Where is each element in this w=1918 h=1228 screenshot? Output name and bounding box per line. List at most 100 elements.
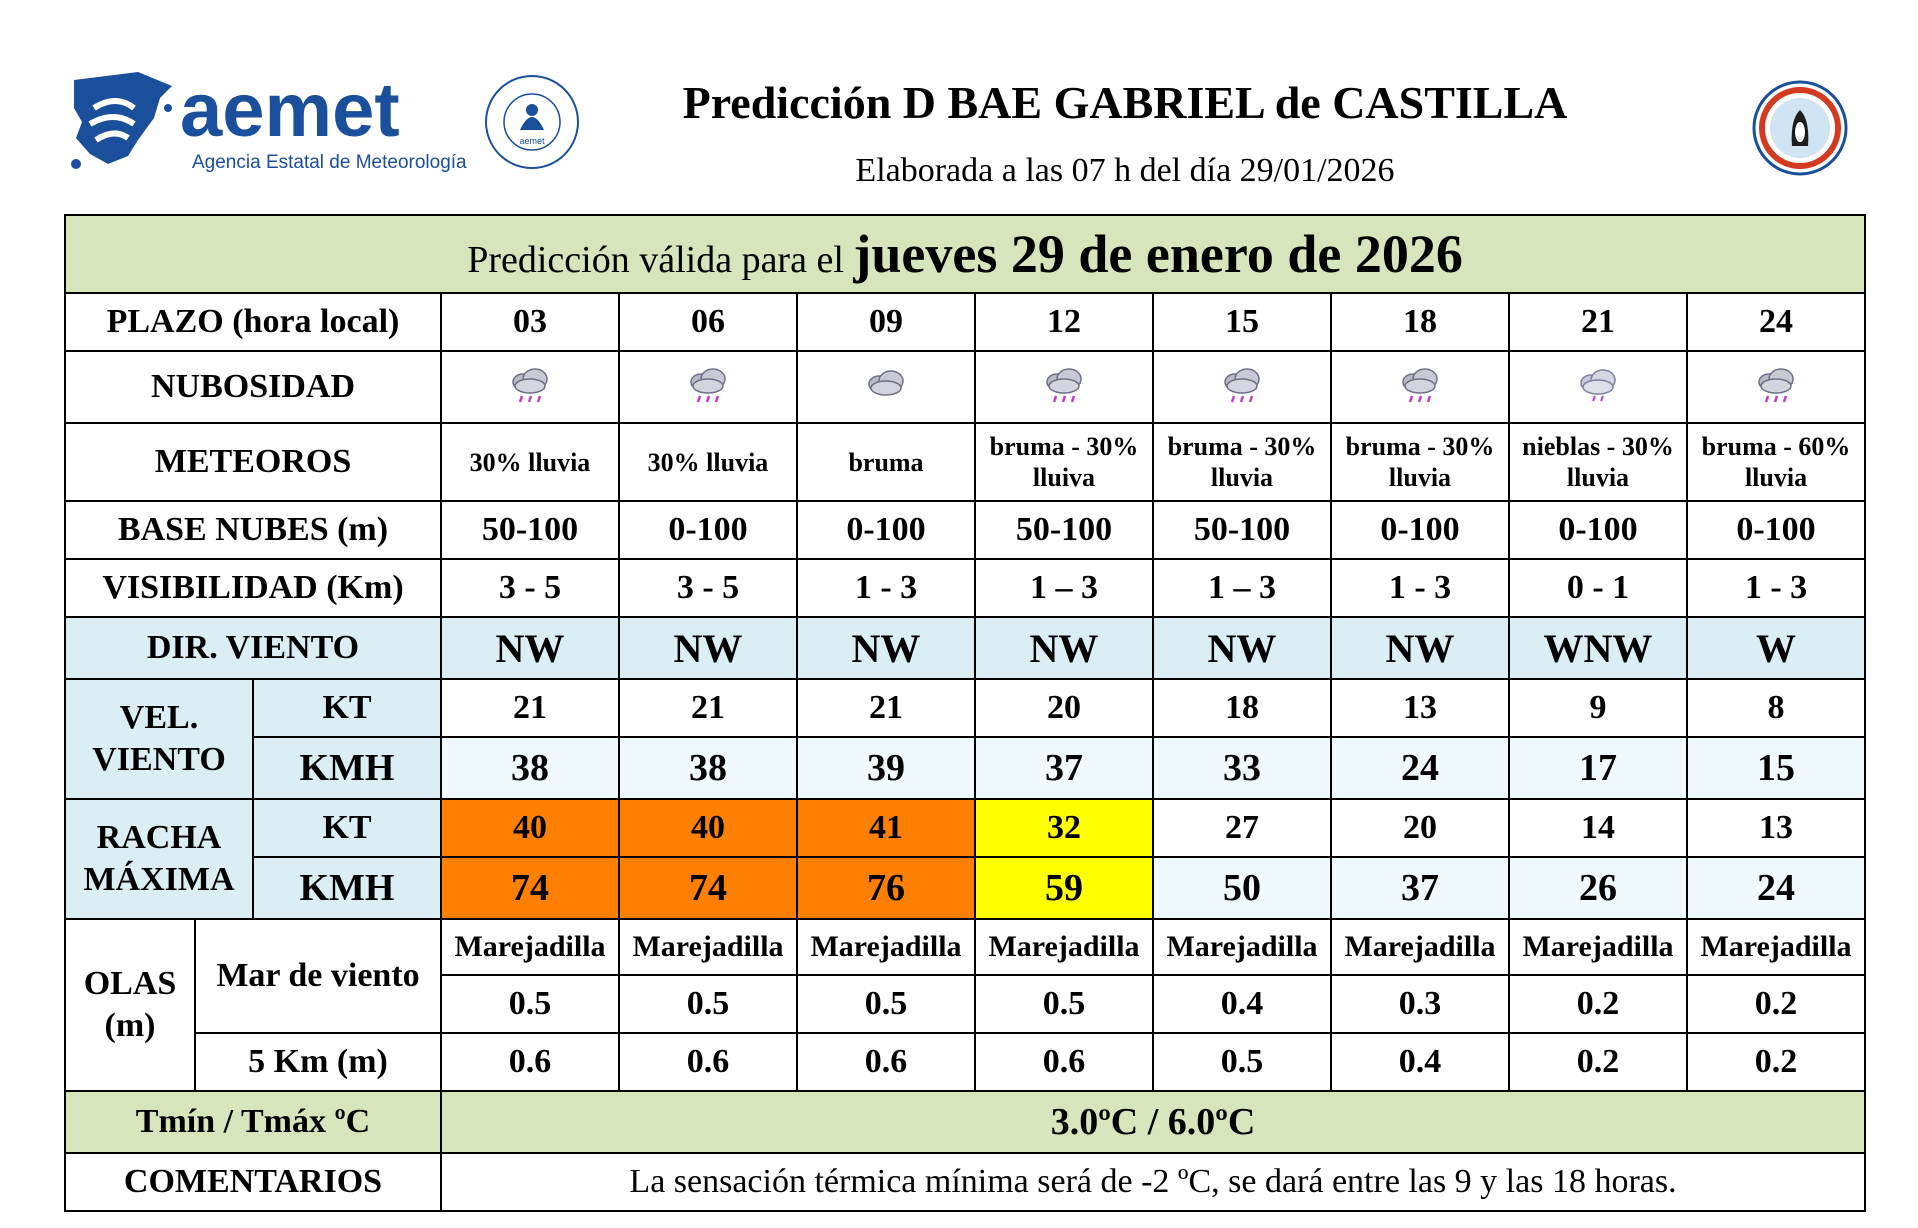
cloud-rain-icon bbox=[1046, 367, 1082, 402]
base-nubes-cell: 0-100 bbox=[1330, 500, 1510, 560]
visibilidad-cell: 1 - 3 bbox=[1685, 558, 1867, 618]
racha-kt-cell: 40 bbox=[440, 798, 620, 858]
racha-kmh-cell: 74 bbox=[618, 856, 798, 920]
temperature-value: 3.0ºC / 6.0ºC bbox=[439, 1090, 1867, 1154]
visibilidad-cell: 3 - 5 bbox=[440, 558, 620, 618]
cloud-rain-icon bbox=[1402, 367, 1438, 402]
visibilidad-cell: 1 – 3 bbox=[1152, 558, 1332, 618]
vel-kmh-cell: 15 bbox=[1685, 736, 1867, 800]
vel-kt-cell: 20 bbox=[974, 678, 1154, 738]
visibilidad-cell: 0 - 1 bbox=[1508, 558, 1688, 618]
comentarios-label: COMENTARIOS bbox=[64, 1152, 442, 1212]
racha-kt-cell: 41 bbox=[796, 798, 976, 858]
racha-kmh-cell: 37 bbox=[1330, 856, 1510, 920]
plazo-row: PLAZO (hora local) 03 06 09 12 15 18 21 … bbox=[64, 292, 1867, 352]
base-nubes-cell: 0-100 bbox=[1685, 500, 1867, 560]
mar-state-cell: Marejadilla bbox=[618, 918, 798, 976]
base-nubes-label: BASE NUBES (m) bbox=[64, 500, 442, 560]
cinco-km-cell: 0.2 bbox=[1685, 1032, 1867, 1092]
dir-viento-cell: NW bbox=[1152, 616, 1332, 680]
meteoros-cell: nieblas - 30% lluvia bbox=[1508, 422, 1688, 502]
mar-state-cell: Marejadilla bbox=[796, 918, 976, 976]
mar-state-cell: Marejadilla bbox=[1685, 918, 1867, 976]
dir-viento-cell: W bbox=[1685, 616, 1867, 680]
mar-height-cell: 0.5 bbox=[974, 974, 1154, 1034]
mar-de-viento-label: Mar de viento bbox=[194, 918, 442, 1034]
plazo-label: PLAZO (hora local) bbox=[64, 292, 442, 352]
vel-viento-kmh-row: KMH 38 38 39 37 33 24 17 15 bbox=[65, 736, 1867, 800]
vel-kmh-cell: 37 bbox=[974, 736, 1154, 800]
nubosidad-row: NUBOSIDAD bbox=[64, 350, 1867, 424]
mar-height-cell: 0.5 bbox=[796, 974, 976, 1034]
vel-kt-cell: 21 bbox=[440, 678, 620, 738]
validity-date: jueves 29 de enero de 2026 bbox=[853, 224, 1463, 284]
vel-viento-label: VEL. VIENTO bbox=[64, 678, 254, 800]
mar-state-cell: Marejadilla bbox=[440, 918, 620, 976]
vel-kt-cell: 13 bbox=[1330, 678, 1510, 738]
cinco-km-label: 5 Km (m) bbox=[194, 1032, 442, 1092]
meteoros-row: METEOROS 30% lluvia 30% lluvia bruma bru… bbox=[64, 422, 1867, 502]
vel-kmh-cell: 38 bbox=[618, 736, 798, 800]
meteoros-cell: bruma - 30% lluvia bbox=[1152, 422, 1332, 502]
mar-height-cell: 0.2 bbox=[1685, 974, 1867, 1034]
olas-label: OLAS (m) bbox=[64, 918, 196, 1092]
visibilidad-row: VISIBILIDAD (Km) 3 - 5 3 - 5 1 - 3 1 – 3… bbox=[64, 558, 1867, 618]
meteoros-cell: bruma bbox=[796, 422, 976, 502]
dir-viento-row: DIR. VIENTO NW NW NW NW NW NW WNW W bbox=[64, 616, 1867, 680]
logo-text: aemet bbox=[180, 68, 400, 153]
validity-row: Predicción válida para el jueves 29 de e… bbox=[63, 214, 1867, 294]
comentarios-row: COMENTARIOS La sensación térmica mínima … bbox=[64, 1152, 1867, 1212]
comentarios-text: La sensación térmica mínima será de -2 º… bbox=[439, 1152, 1867, 1212]
meteoros-cell: bruma - 60% lluvia bbox=[1685, 422, 1867, 502]
racha-kt-row: RACHA MÁXIMA KT 40 40 41 32 27 20 14 13 bbox=[64, 798, 1867, 920]
cinco-km-cell: 0.6 bbox=[440, 1032, 620, 1092]
cloud-cell bbox=[1508, 350, 1688, 424]
mar-state-cell: Marejadilla bbox=[1508, 918, 1688, 976]
cloud-rain-icon bbox=[512, 367, 548, 402]
hour-cell: 09 bbox=[796, 292, 976, 352]
racha-kmh-row: KMH 74 74 76 59 50 37 26 24 bbox=[65, 856, 1867, 920]
racha-kt-label: KT bbox=[252, 798, 442, 858]
mar-state-cell: Marejadilla bbox=[1330, 918, 1510, 976]
olas-height-row: 0.5 0.5 0.5 0.5 0.4 0.3 0.2 0.2 bbox=[65, 974, 1867, 1034]
cloud-rain-icon bbox=[1758, 367, 1794, 402]
spain-map-logo-icon bbox=[71, 72, 172, 169]
racha-kt-cell: 20 bbox=[1330, 798, 1510, 858]
vel-kt-cell: 21 bbox=[618, 678, 798, 738]
racha-kt-cell: 40 bbox=[618, 798, 798, 858]
visibilidad-cell: 1 - 3 bbox=[1330, 558, 1510, 618]
validity-cell: Predicción válida para el jueves 29 de e… bbox=[63, 214, 1867, 294]
cloud-cell bbox=[1152, 350, 1332, 424]
vel-kmh-cell: 24 bbox=[1330, 736, 1510, 800]
cloud-cell bbox=[796, 350, 976, 424]
mar-height-cell: 0.2 bbox=[1508, 974, 1688, 1034]
cloud-rain-icon bbox=[1224, 367, 1260, 402]
dir-viento-label: DIR. VIENTO bbox=[64, 616, 442, 680]
vel-kt-cell: 21 bbox=[796, 678, 976, 738]
temperature-label: Tmín / Tmáx ºC bbox=[64, 1090, 442, 1154]
cinco-km-cell: 0.2 bbox=[1508, 1032, 1688, 1092]
dir-viento-cell: NW bbox=[440, 616, 620, 680]
hour-cell: 21 bbox=[1508, 292, 1688, 352]
base-nubes-row: BASE NUBES (m) 50-100 0-100 0-100 50-100… bbox=[64, 500, 1867, 560]
vel-viento-kt-row: VEL. VIENTO KT 21 21 21 20 18 13 9 8 bbox=[64, 678, 1867, 800]
visibilidad-label: VISIBILIDAD (Km) bbox=[64, 558, 442, 618]
base-nubes-cell: 0-100 bbox=[618, 500, 798, 560]
mar-state-cell: Marejadilla bbox=[974, 918, 1154, 976]
dir-viento-cell: NW bbox=[618, 616, 798, 680]
temperature-row: Tmín / Tmáx ºC 3.0ºC / 6.0ºC bbox=[64, 1090, 1867, 1154]
racha-maxima-label: RACHA MÁXIMA bbox=[64, 798, 254, 920]
racha-kt-cell: 27 bbox=[1152, 798, 1332, 858]
cloud-cell bbox=[1685, 350, 1867, 424]
racha-kt-cell: 32 bbox=[974, 798, 1154, 858]
vel-kmh-cell: 39 bbox=[796, 736, 976, 800]
vel-kt-cell: 18 bbox=[1152, 678, 1332, 738]
base-nubes-cell: 50-100 bbox=[974, 500, 1154, 560]
nubosidad-label: NUBOSIDAD bbox=[64, 350, 442, 424]
cloud-light-rain-icon bbox=[1580, 368, 1616, 401]
dir-viento-cell: NW bbox=[974, 616, 1154, 680]
mar-state-cell: Marejadilla bbox=[1152, 918, 1332, 976]
hour-cell: 18 bbox=[1330, 292, 1510, 352]
vel-kmh-cell: 17 bbox=[1508, 736, 1688, 800]
aemet-logo: aemet Agencia Estatal de Meteorología bbox=[71, 68, 467, 173]
